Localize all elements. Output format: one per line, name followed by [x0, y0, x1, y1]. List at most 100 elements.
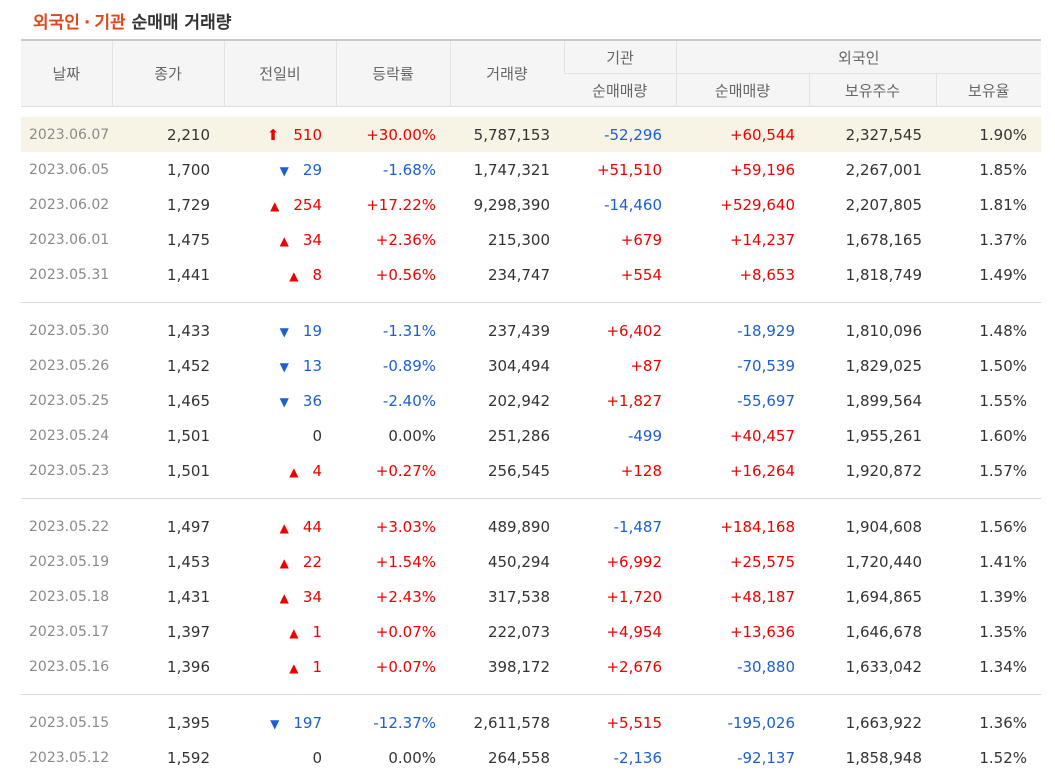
cell-date: 2023.05.31 [29, 266, 110, 283]
cell-volume: 304,494 [487, 356, 550, 375]
change-value: 34 [302, 587, 322, 606]
cell-foreign-holdings: 1,858,948 [845, 748, 922, 767]
cell-change: ▲ 1 [224, 649, 336, 684]
cell-institution-net: +5,515 [606, 713, 662, 732]
table-row: 2023.05.22 1,497 ▲ 44 +3.03% 489,890 -1,487 +18… [21, 509, 1041, 544]
cell-foreign-ratio: 1.48% [979, 321, 1027, 340]
change-value: 36 [302, 391, 322, 410]
cell-foreign-net: -55,697 [737, 391, 795, 410]
cell-institution-net: -499 [627, 426, 662, 445]
table-row: 2023.05.17 1,397 ▲ 1 +0.07% 222,073 +4,954 +13,… [21, 614, 1041, 649]
cell-close: 1,475 [167, 230, 210, 249]
cell-close: 1,433 [167, 321, 210, 340]
cell-volume: 2,611,578 [473, 713, 550, 732]
cell-close: 1,395 [167, 713, 210, 732]
cell-institution-net: +554 [620, 265, 662, 284]
cell-rate: +2.36% [375, 230, 436, 249]
cell-change: ▲ 4 [224, 453, 336, 488]
down-triangle-icon: ▼ [279, 163, 289, 178]
cell-foreign-net: +184,168 [720, 517, 795, 536]
cell-foreign-net: -18,929 [737, 321, 795, 340]
table-row: 2023.05.19 1,453 ▲ 22 +1.54% 450,294 +6,992 +25… [21, 544, 1041, 579]
change-value: 0 [312, 748, 322, 767]
cell-date: 2023.05.25 [29, 392, 110, 409]
cell-foreign-ratio: 1.39% [979, 587, 1027, 606]
cell-foreign-holdings: 1,678,165 [845, 230, 922, 249]
cell-foreign-net: +60,544 [676, 117, 809, 152]
cell-volume: 256,545 [487, 461, 550, 480]
cell-institution-net: +128 [620, 461, 662, 480]
cell-rate: +0.07% [375, 622, 436, 641]
cell-rate: -0.89% [382, 356, 436, 375]
cell-foreign-ratio: 1.90% [936, 117, 1041, 152]
cell-foreign-net: -195,026 [727, 713, 795, 732]
cell-foreign-net: +529,640 [720, 195, 795, 214]
cell-close: 1,396 [167, 657, 210, 676]
cell-foreign-net: +8,653 [739, 265, 795, 284]
cell-institution-net: -52,296 [564, 117, 676, 152]
cell-rate: +3.03% [375, 517, 436, 536]
header-volume: 거래량 [449, 40, 564, 107]
table-row: 2023.05.15 1,395 ▼ 197 -12.37% 2,611,578 +5,51… [21, 705, 1041, 740]
cell-change: ▼ 197 [224, 705, 336, 740]
change-value: 8 [312, 265, 322, 284]
cell-change: 0 [224, 418, 336, 453]
cell-volume: 1,747,321 [473, 160, 550, 179]
cell-rate: +0.07% [375, 657, 436, 676]
header-institution-net: 순매매량 [564, 73, 676, 107]
trading-table: 날짜 종가 전일비 등락률 거래량 기관 외국인 순매매량 순매매량 보유주수 … [21, 39, 1041, 775]
cell-volume: 202,942 [487, 391, 550, 410]
cell-change: ▲ 8 [224, 257, 336, 292]
change-value: 19 [302, 321, 322, 340]
table-row: 2023.05.23 1,501 ▲ 4 +0.27% 256,545 +128 +16,26… [21, 453, 1041, 488]
header-rate: 등락률 [335, 40, 450, 107]
cell-date: 2023.05.19 [29, 553, 110, 570]
cell-volume: 222,073 [487, 622, 550, 641]
cell-foreign-holdings: 1,720,440 [845, 552, 922, 571]
cell-foreign-ratio: 1.49% [979, 265, 1027, 284]
up-triangle-icon: ▲ [279, 520, 289, 535]
change-value: 1 [312, 657, 322, 676]
title-rest: 순매매 거래량 [131, 13, 232, 33]
header-foreign-net: 순매매량 [675, 73, 809, 107]
title-separator: · [83, 13, 91, 33]
cell-volume: 489,890 [487, 517, 550, 536]
cell-volume: 251,286 [487, 426, 550, 445]
cell-institution-net: -1,487 [613, 517, 662, 536]
cell-institution-net: -2,136 [613, 748, 662, 767]
cell-change: ⬆ 510 [224, 117, 336, 152]
cell-institution-net: +679 [620, 230, 662, 249]
header-change: 전일비 [223, 40, 336, 107]
table-row: 2023.05.18 1,431 ▲ 34 +2.43% 317,538 +1,720 +48… [21, 579, 1041, 614]
cell-foreign-holdings: 1,829,025 [845, 356, 922, 375]
cell-date: 2023.05.23 [29, 462, 110, 479]
cell-foreign-holdings: 1,810,096 [845, 321, 922, 340]
cell-date: 2023.06.02 [29, 196, 110, 213]
cell-date: 2023.05.15 [29, 714, 110, 731]
cell-foreign-net: +40,457 [729, 426, 795, 445]
cell-foreign-ratio: 1.35% [979, 622, 1027, 641]
cell-foreign-ratio: 1.34% [979, 657, 1027, 676]
cell-foreign-ratio: 1.50% [979, 356, 1027, 375]
up-triangle-icon: ▲ [289, 464, 299, 479]
cell-volume: 234,747 [487, 265, 550, 284]
cell-close: 1,501 [167, 426, 210, 445]
cell-foreign-holdings: 1,694,865 [845, 587, 922, 606]
cell-rate: 0.00% [388, 748, 436, 767]
cell-change: ▲ 22 [224, 544, 336, 579]
cell-foreign-ratio: 1.60% [979, 426, 1027, 445]
cell-foreign-holdings: 2,327,545 [809, 117, 936, 152]
table-row: 2023.05.16 1,396 ▲ 1 +0.07% 398,172 +2,676 -30,… [21, 649, 1041, 684]
cell-institution-net: +87 [630, 356, 662, 375]
table-row: 2023.06.02 1,729 ▲ 254 +17.22% 9,298,390 -14,4… [21, 187, 1041, 222]
cell-close: 1,501 [167, 461, 210, 480]
cell-volume: 398,172 [487, 657, 550, 676]
cell-date: 2023.06.07 [21, 117, 112, 152]
cell-foreign-ratio: 1.57% [979, 461, 1027, 480]
cell-close: 1,592 [167, 748, 210, 767]
cell-close: 1,452 [167, 356, 210, 375]
table-row: 2023.06.01 1,475 ▲ 34 +2.36% 215,300 +679 +14,2… [21, 222, 1041, 257]
up-triangle-icon: ▲ [270, 198, 280, 213]
cell-foreign-net: +25,575 [729, 552, 795, 571]
header-foreign-group: 외국인 [675, 40, 1041, 74]
